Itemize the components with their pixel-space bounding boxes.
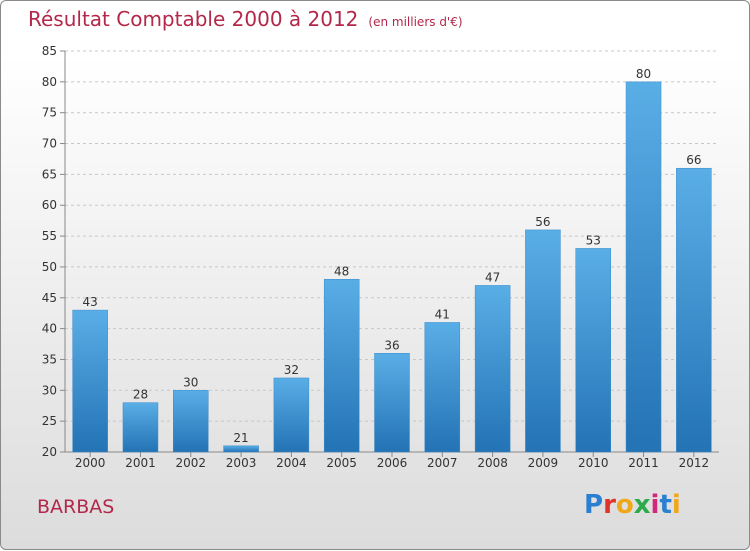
x-tick-label: 2000 [75, 456, 106, 470]
x-tick-label: 2005 [326, 456, 357, 470]
x-tick-label: 2001 [125, 456, 156, 470]
bar [474, 285, 511, 453]
y-tick-label: 80 [42, 75, 57, 89]
y-tick-label: 70 [42, 137, 57, 151]
y-tick-label: 25 [42, 414, 57, 428]
bar-value-label: 36 [384, 338, 399, 352]
logo-letter: o [615, 490, 634, 520]
x-tick-label: 2010 [578, 456, 609, 470]
bar-value-label: 47 [485, 270, 500, 284]
logo-letter: P [584, 490, 604, 520]
x-tick-label: 2009 [528, 456, 559, 470]
bar [122, 402, 159, 453]
bar-value-label: 66 [686, 153, 701, 167]
x-tick-label: 2003 [226, 456, 257, 470]
bar-value-label: 32 [284, 363, 299, 377]
y-tick-label: 35 [42, 352, 57, 366]
commune-name: BARBAS [37, 496, 115, 518]
bar [223, 445, 259, 453]
x-tick-label: 2008 [477, 456, 508, 470]
y-tick-label: 85 [42, 44, 57, 58]
y-tick-label: 50 [42, 260, 57, 274]
bar-value-label: 53 [586, 233, 601, 247]
bar [374, 353, 410, 453]
logo-letter: t [659, 490, 672, 520]
y-tick-label: 75 [42, 106, 57, 120]
bar [575, 248, 611, 453]
bar-value-label: 21 [233, 431, 248, 445]
bar [72, 309, 108, 453]
bar [323, 279, 360, 453]
bar [676, 167, 712, 453]
bar-value-label: 30 [183, 375, 198, 389]
y-tick-label: 60 [42, 198, 57, 212]
bar [625, 81, 662, 453]
logo-letter: i [650, 490, 660, 520]
chart-title: Résultat Comptable 2000 à 2012 (en millie… [28, 7, 463, 31]
logo-letter: r [603, 490, 616, 520]
y-tick-label: 40 [42, 322, 57, 336]
chart-unit: (en milliers d'€) [368, 15, 463, 29]
chart-title-text: Résultat Comptable 2000 à 2012 [28, 7, 359, 31]
bar [424, 322, 461, 453]
bar-value-label: 56 [535, 215, 550, 229]
y-tick-label: 30 [42, 383, 57, 397]
bar-value-label: 43 [83, 295, 98, 309]
bar [273, 377, 310, 453]
y-tick-label: 45 [42, 291, 57, 305]
logo-letter: x [633, 490, 651, 520]
x-tick-label: 2011 [628, 456, 659, 470]
y-tick-label: 55 [42, 229, 57, 243]
bar-value-label: 28 [133, 388, 148, 402]
x-tick-label: 2007 [427, 456, 458, 470]
y-tick-label: 65 [42, 167, 57, 181]
x-tick-label: 2006 [377, 456, 408, 470]
proxiti-logo: Proxiti [584, 490, 681, 520]
bar [173, 390, 209, 453]
x-tick-label: 2002 [175, 456, 206, 470]
bar-value-label: 80 [636, 67, 651, 81]
logo-letter: i [671, 490, 681, 520]
y-tick-label: 20 [42, 445, 57, 459]
bar-value-label: 41 [435, 307, 450, 321]
bar-value-label: 48 [334, 264, 349, 278]
x-tick-label: 2004 [276, 456, 307, 470]
x-tick-label: 2012 [679, 456, 710, 470]
bar [525, 229, 561, 453]
